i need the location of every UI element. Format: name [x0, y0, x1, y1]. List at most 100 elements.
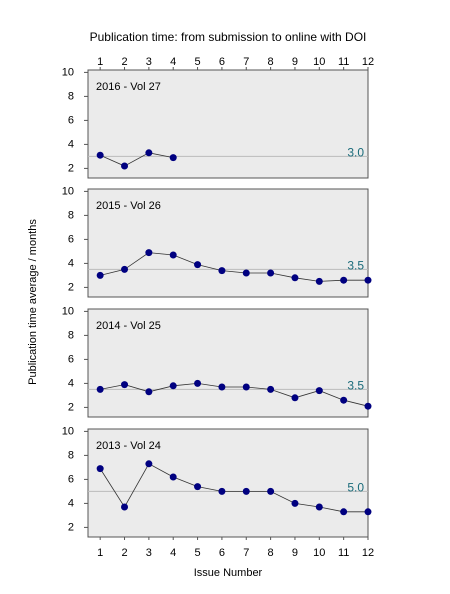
data-point: [169, 251, 177, 259]
panel-title: 2013 - Vol 24: [96, 440, 161, 452]
average-label: 3.0: [347, 146, 364, 160]
x-tick-label: 11: [338, 547, 349, 559]
data-point: [340, 508, 348, 516]
y-tick-label: 8: [68, 449, 74, 461]
data-point: [96, 385, 104, 393]
panel: [87, 69, 369, 179]
x-tick-label: 3: [146, 547, 152, 559]
y-tick-label: 8: [68, 329, 74, 341]
panel: [87, 308, 369, 418]
y-tick-label: 2: [68, 162, 74, 174]
data-point: [242, 383, 250, 391]
y-tick-label: 2: [68, 521, 74, 533]
data-point: [291, 394, 299, 402]
y-tick-label: 4: [68, 497, 74, 509]
data-point: [169, 154, 177, 162]
panel-title: 2014 - Vol 25: [96, 320, 161, 332]
data-point: [145, 149, 153, 157]
y-tick-label: 6: [68, 473, 74, 485]
data-point: [315, 503, 323, 511]
y-tick-label: 4: [68, 138, 74, 150]
series-line: [100, 382, 369, 407]
x-tick-label: 5: [195, 547, 201, 559]
data-point: [145, 249, 153, 257]
x-tick-label: 7: [243, 56, 249, 68]
data-point: [242, 487, 250, 495]
panel-title: 2016 - Vol 27: [96, 81, 161, 93]
data-point: [121, 265, 129, 273]
x-tick-label: 1: [97, 56, 103, 68]
y-tick-label: 6: [68, 353, 74, 365]
y-tick-label: 10: [62, 425, 74, 437]
y-tick-label: 6: [68, 233, 74, 245]
data-point: [145, 460, 153, 468]
y-tick-label: 2: [68, 401, 74, 413]
chart-title: Publication time: from submission to onl…: [90, 30, 367, 44]
x-tick-label: 2: [121, 547, 127, 559]
y-tick-label: 8: [68, 90, 74, 102]
x-tick-label: 10: [313, 547, 325, 559]
data-point: [218, 383, 226, 391]
x-tick-label: 9: [292, 56, 298, 68]
x-tick-label: 6: [219, 547, 225, 559]
x-tick-label: 7: [243, 547, 249, 559]
y-tick-label: 6: [68, 114, 74, 126]
data-point: [291, 499, 299, 507]
x-tick-label: 5: [195, 56, 201, 68]
data-point: [364, 276, 372, 284]
x-tick-label: 2: [121, 56, 127, 68]
average-label: 3.5: [347, 259, 364, 273]
x-tick-label: 4: [170, 56, 176, 68]
data-point: [340, 276, 348, 284]
x-tick-label: 8: [268, 56, 274, 68]
data-point: [96, 465, 104, 473]
y-tick-label: 8: [68, 209, 74, 221]
x-tick-label: 1: [97, 547, 103, 559]
data-point: [364, 508, 372, 516]
data-point: [218, 267, 226, 275]
data-point: [145, 388, 153, 396]
x-axis-label: Issue Number: [194, 567, 263, 579]
y-tick-label: 4: [68, 257, 74, 269]
data-point: [121, 381, 129, 389]
data-point: [291, 274, 299, 282]
data-point: [340, 396, 348, 404]
data-point: [218, 487, 226, 495]
x-tick-label: 6: [219, 56, 225, 68]
x-tick-label: 11: [338, 56, 349, 68]
y-tick-label: 10: [62, 185, 74, 197]
data-point: [194, 483, 202, 491]
data-point: [267, 487, 275, 495]
series-line: [100, 152, 174, 167]
x-tick-label: 3: [146, 56, 152, 68]
data-point: [121, 503, 129, 511]
x-tick-label: 12: [362, 547, 374, 559]
data-point: [96, 271, 104, 279]
y-tick-label: 10: [62, 305, 74, 317]
data-point: [169, 473, 177, 481]
average-label: 5.0: [347, 481, 364, 495]
data-point: [267, 385, 275, 393]
data-point: [364, 402, 372, 410]
data-point: [194, 379, 202, 387]
data-point: [96, 151, 104, 159]
data-point: [242, 269, 250, 277]
x-tick-label: 9: [292, 547, 298, 559]
series-line: [100, 252, 368, 282]
y-tick-label: 4: [68, 377, 74, 389]
panel: [87, 428, 369, 538]
x-tick-label: 10: [313, 56, 325, 68]
y-axis-label: Publication time average / months: [27, 219, 39, 385]
panel-title: 2015 - Vol 26: [96, 200, 161, 212]
data-point: [267, 269, 275, 277]
data-point: [315, 277, 323, 285]
x-tick-label: 4: [170, 547, 176, 559]
y-tick-label: 10: [62, 66, 74, 78]
x-tick-label: 8: [268, 547, 274, 559]
x-tick-label: 12: [362, 56, 374, 68]
data-point: [194, 261, 202, 269]
data-point: [169, 382, 177, 390]
data-point: [315, 387, 323, 395]
data-point: [121, 162, 129, 170]
